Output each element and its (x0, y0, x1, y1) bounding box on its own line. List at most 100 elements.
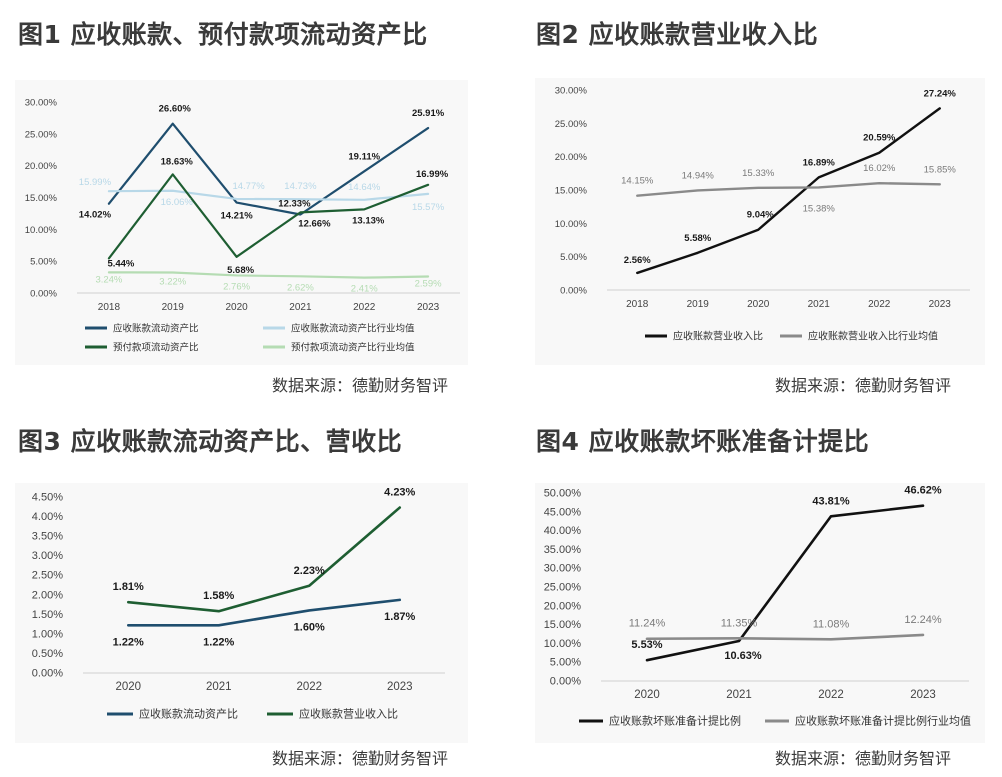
source-note-4: 数据来源：德勤财务智评 (775, 749, 952, 768)
chart-title-1: 图1 应收账款、预付款项流动资产比 (18, 20, 428, 49)
y-tick-label: 3.00% (32, 550, 63, 562)
source-note-3: 数据来源：德勤财务智评 (272, 749, 449, 768)
data-label: 15.33% (742, 168, 775, 179)
y-tick-label: 50.00% (544, 488, 582, 500)
series-line (107, 271, 430, 279)
data-label: 15.57% (412, 202, 445, 213)
y-tick-label: 25.00% (25, 129, 58, 140)
series-line (645, 504, 925, 662)
line-chart-3: 0.00% 0.50% 1.00% 1.50% 2.00% 2.50% 3.00% 3.50%… (32, 487, 445, 721)
legend-label: 应收账款坏账准备计提比例行业均值 (795, 714, 971, 728)
x-tick-label: 2018 (626, 299, 649, 310)
data-label: 20.59% (863, 133, 896, 144)
y-tick-label: 15.00% (25, 193, 58, 204)
series-line (645, 633, 925, 641)
chart-title-2: 图2 应收账款营业收入比 (536, 20, 819, 49)
line-chart-4: 0.00% 5.00% 10.00% 15.00% 20.00% 25.00% 30.00%… (544, 485, 971, 728)
data-label: 2.76% (223, 281, 250, 292)
data-label: 19.11% (348, 151, 380, 162)
data-label: 14.73% (284, 181, 317, 192)
x-tick-label: 2022 (296, 681, 322, 693)
data-label: 5.44% (107, 258, 134, 269)
y-tick-label: 40.00% (544, 525, 582, 537)
y-tick-label: 0.00% (550, 676, 581, 688)
x-tick-label: 2023 (910, 689, 936, 701)
data-label: 43.81% (812, 495, 850, 507)
legend-label: 应收账款流动资产比行业均值 (291, 323, 415, 335)
series-line (107, 189, 430, 201)
y-tick-label: 15.00% (555, 186, 588, 197)
x-tick-label: 2021 (808, 299, 831, 310)
x-tick-label: 2020 (634, 689, 660, 701)
y-tick-label: 25.00% (555, 119, 588, 130)
data-label: 1.58% (203, 590, 234, 602)
data-label: 46.62% (904, 485, 942, 497)
data-label: 2.56% (624, 255, 651, 266)
y-tick-label: 30.00% (544, 563, 582, 575)
chart-title-3: 图3 应收账款流动资产比、营收比 (18, 427, 403, 456)
y-tick-label: 0.00% (30, 289, 57, 300)
y-tick-label: 0.00% (32, 668, 63, 680)
chart-panel-1: 图1 应收账款、预付款项流动资产比 0.00% 5.00% 10.00% 15.00%… (0, 0, 500, 400)
data-label: 16.89% (803, 157, 836, 168)
data-label: 12.66% (298, 218, 331, 229)
data-label: 15.99% (79, 177, 112, 188)
y-tick-label: 10.00% (544, 638, 582, 650)
x-tick-label: 2019 (687, 299, 710, 310)
y-tick-label: 2.50% (32, 570, 63, 582)
legend-label: 预付款项流动资产比 (113, 342, 199, 354)
x-tick-label: 2021 (289, 302, 312, 313)
data-label: 16.02% (863, 163, 896, 174)
x-tick-label: 2021 (726, 689, 752, 701)
x-tick-label: 2022 (868, 299, 891, 310)
series-line (636, 181, 941, 197)
data-label: 14.64% (348, 182, 381, 193)
y-tick-label: 30.00% (25, 98, 58, 109)
data-label: 9.04% (747, 210, 774, 221)
data-label: 5.68% (227, 265, 254, 276)
data-label: 1.22% (113, 636, 144, 648)
y-tick-label: 2.00% (32, 589, 63, 601)
y-tick-label: 30.00% (555, 86, 588, 97)
x-tick-label: 2021 (206, 681, 232, 693)
x-tick-label: 2018 (98, 302, 121, 313)
y-tick-label: 45.00% (544, 506, 582, 518)
chart-panel-2: 图2 应收账款营业收入比 0.00% 5.00% 10.00% 15.00% 20.00… (520, 0, 1002, 400)
y-tick-label: 0.50% (32, 648, 63, 660)
y-tick-label: 20.00% (25, 161, 58, 172)
data-label: 3.22% (159, 276, 186, 287)
data-label: 12.24% (904, 614, 942, 626)
data-label: 11.24% (629, 618, 666, 630)
data-label: 25.91% (412, 108, 445, 119)
legend-label: 应收账款营业收入比 (299, 707, 398, 721)
data-label: 4.23% (384, 487, 415, 499)
source-note-2: 数据来源：德勤财务智评 (775, 376, 952, 395)
data-label: 5.58% (684, 233, 711, 244)
data-label: 14.77% (232, 181, 265, 192)
data-label: 14.94% (682, 170, 715, 181)
series-line (636, 107, 941, 275)
data-label: 2.23% (294, 565, 325, 577)
chart-panel-3: 图3 应收账款流动资产比、营收比 0.00% 0.50% 1.00% 1.50% 2.0… (0, 405, 500, 777)
data-label: 2.62% (287, 282, 314, 293)
data-label: 27.24% (924, 88, 957, 99)
data-label: 14.02% (79, 210, 112, 221)
data-label: 14.21% (220, 211, 253, 222)
y-tick-label: 4.50% (32, 492, 63, 504)
y-tick-label: 4.00% (32, 511, 63, 523)
x-tick-label: 2020 (225, 302, 248, 313)
series-line (107, 173, 430, 260)
chart-area-4: 0.00% 5.00% 10.00% 15.00% 20.00% 25.00% 30.00%… (535, 483, 985, 743)
y-tick-label: 0.00% (560, 286, 587, 297)
data-label: 1.60% (294, 621, 325, 633)
data-label: 15.85% (924, 164, 957, 175)
y-tick-label: 10.00% (555, 219, 588, 230)
data-label: 11.35% (721, 617, 758, 629)
data-label: 13.13% (352, 215, 385, 226)
x-tick-label: 2019 (162, 302, 185, 313)
y-tick-label: 20.00% (544, 600, 582, 612)
data-label: 16.06% (161, 197, 194, 208)
data-label: 12.33% (278, 198, 311, 209)
data-label: 2.41% (351, 284, 378, 295)
chart-area-1: 0.00% 5.00% 10.00% 15.00% 20.00% 25.00% 30.00%… (15, 80, 468, 365)
